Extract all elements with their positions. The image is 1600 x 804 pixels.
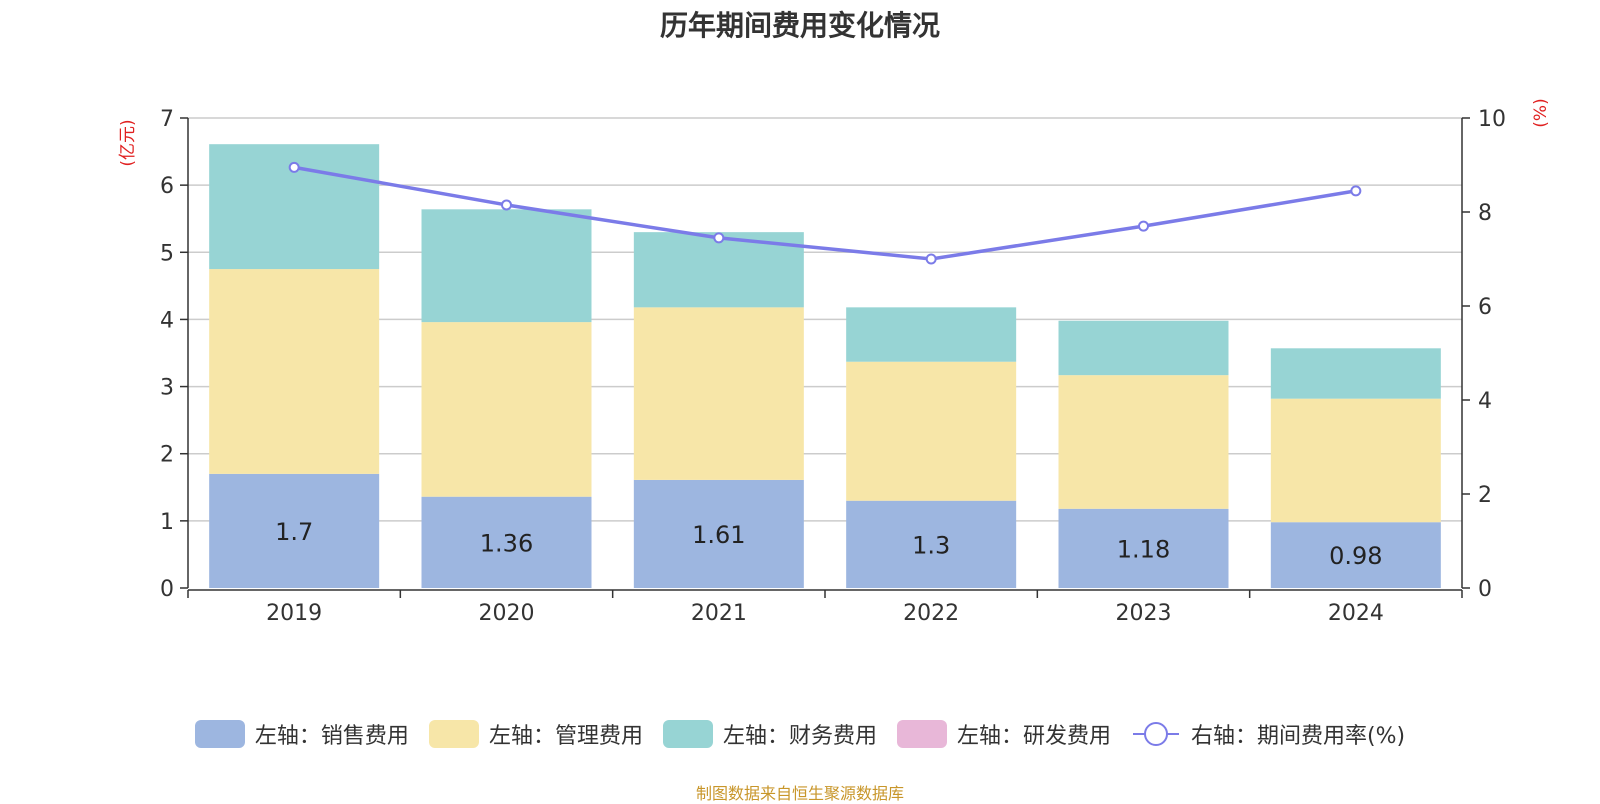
legend-swatch — [194, 720, 245, 748]
bar-value-label: 0.98 — [1329, 542, 1382, 570]
bar-value-label: 1.61 — [692, 521, 745, 549]
left-axis-tick-label: 2 — [160, 443, 174, 468]
x-axis-tick-label: 2024 — [1328, 601, 1384, 626]
bar-value-label: 1.3 — [912, 531, 950, 559]
left-axis-tick-label: 4 — [160, 308, 174, 333]
legend-item[interactable]: 左轴：管理费用 — [428, 718, 643, 750]
left-axis-unit-label: (亿元) — [118, 119, 138, 166]
bar-左轴：销售费用 — [633, 479, 804, 588]
left-axis-tick-label: 0 — [160, 577, 174, 602]
legend-label: 左轴：研发费用 — [956, 724, 1111, 749]
left-axis-tick-label: 3 — [160, 376, 174, 401]
bar-左轴：管理费用 — [421, 322, 592, 497]
bar-左轴：管理费用 — [209, 269, 380, 474]
bar-左轴：财务费用 — [846, 307, 1017, 362]
line-point — [501, 199, 512, 211]
left-axis-tick-label: 6 — [160, 174, 174, 199]
bar-左轴：财务费用 — [1270, 348, 1441, 399]
bar-左轴：销售费用 — [1058, 508, 1229, 588]
bar-左轴：管理费用 — [1270, 398, 1441, 523]
x-axis-tick-label: 2023 — [1116, 601, 1172, 626]
legend-label: 右轴：期间费用率(%) — [1190, 724, 1406, 749]
right-axis-tick-label: 8 — [1478, 201, 1492, 226]
bar-value-label: 1.7 — [275, 518, 313, 546]
bar-左轴：销售费用 — [846, 500, 1017, 588]
bar-左轴：管理费用 — [1058, 375, 1229, 509]
line-series-rate — [293, 165, 1357, 261]
legend-swatch — [662, 720, 713, 748]
bar-左轴：销售费用 — [421, 496, 592, 588]
legend-label: 左轴：财务费用 — [722, 724, 877, 749]
x-axis-tick-label: 2022 — [903, 601, 959, 626]
legend-label: 左轴：管理费用 — [488, 724, 643, 749]
line-point — [288, 161, 300, 173]
right-axis-unit-label: (%) — [1531, 98, 1551, 127]
legend-item[interactable]: 左轴：研发费用 — [896, 718, 1111, 750]
bar-左轴：财务费用 — [1058, 320, 1229, 376]
line-point — [713, 232, 725, 244]
legend-label: 左轴：销售费用 — [254, 724, 409, 749]
legend-swatch — [896, 720, 947, 748]
bar-value-label: 1.18 — [1117, 535, 1170, 563]
x-axis-tick-label: 2019 — [266, 601, 322, 626]
left-axis-tick-label: 5 — [160, 241, 174, 266]
legend: 左轴：销售费用 左轴：管理费用 左轴：财务费用 左轴：研发费用 右轴：期间费用率(%) — [0, 718, 1600, 750]
bar-左轴：管理费用 — [633, 307, 804, 480]
bar-value-label: 1.36 — [480, 529, 533, 557]
source-note: 制图数据来自恒生聚源数据库 — [695, 784, 904, 803]
line-point — [1138, 220, 1149, 232]
x-axis-tick-label: 2020 — [479, 601, 535, 626]
legend-item[interactable]: 左轴：财务费用 — [662, 718, 877, 750]
legend-item[interactable]: 左轴：销售费用 — [194, 718, 409, 750]
left-axis-tick-label: 1 — [160, 510, 174, 535]
legend-swatch — [428, 720, 479, 748]
bar-左轴：销售费用 — [1270, 522, 1441, 588]
right-axis-tick-label: 4 — [1478, 389, 1492, 414]
line-point — [1350, 185, 1362, 197]
bar-左轴：管理费用 — [846, 361, 1017, 501]
bar-左轴：财务费用 — [421, 209, 592, 323]
right-axis-tick-label: 6 — [1478, 295, 1492, 320]
right-axis-tick-label: 0 — [1478, 577, 1492, 602]
right-axis-tick-label: 10 — [1478, 107, 1506, 132]
line-point — [925, 253, 937, 265]
chart-title: 历年期间费用变化情况 — [659, 9, 940, 42]
legend-line-marker-icon — [1132, 722, 1179, 746]
x-axis-tick-label: 2021 — [691, 601, 747, 626]
left-axis-tick-label: 7 — [160, 107, 174, 132]
bar-左轴：销售费用 — [209, 473, 380, 588]
legend-item[interactable]: 右轴：期间费用率(%) — [1131, 718, 1405, 750]
right-axis-tick-label: 2 — [1478, 483, 1492, 508]
